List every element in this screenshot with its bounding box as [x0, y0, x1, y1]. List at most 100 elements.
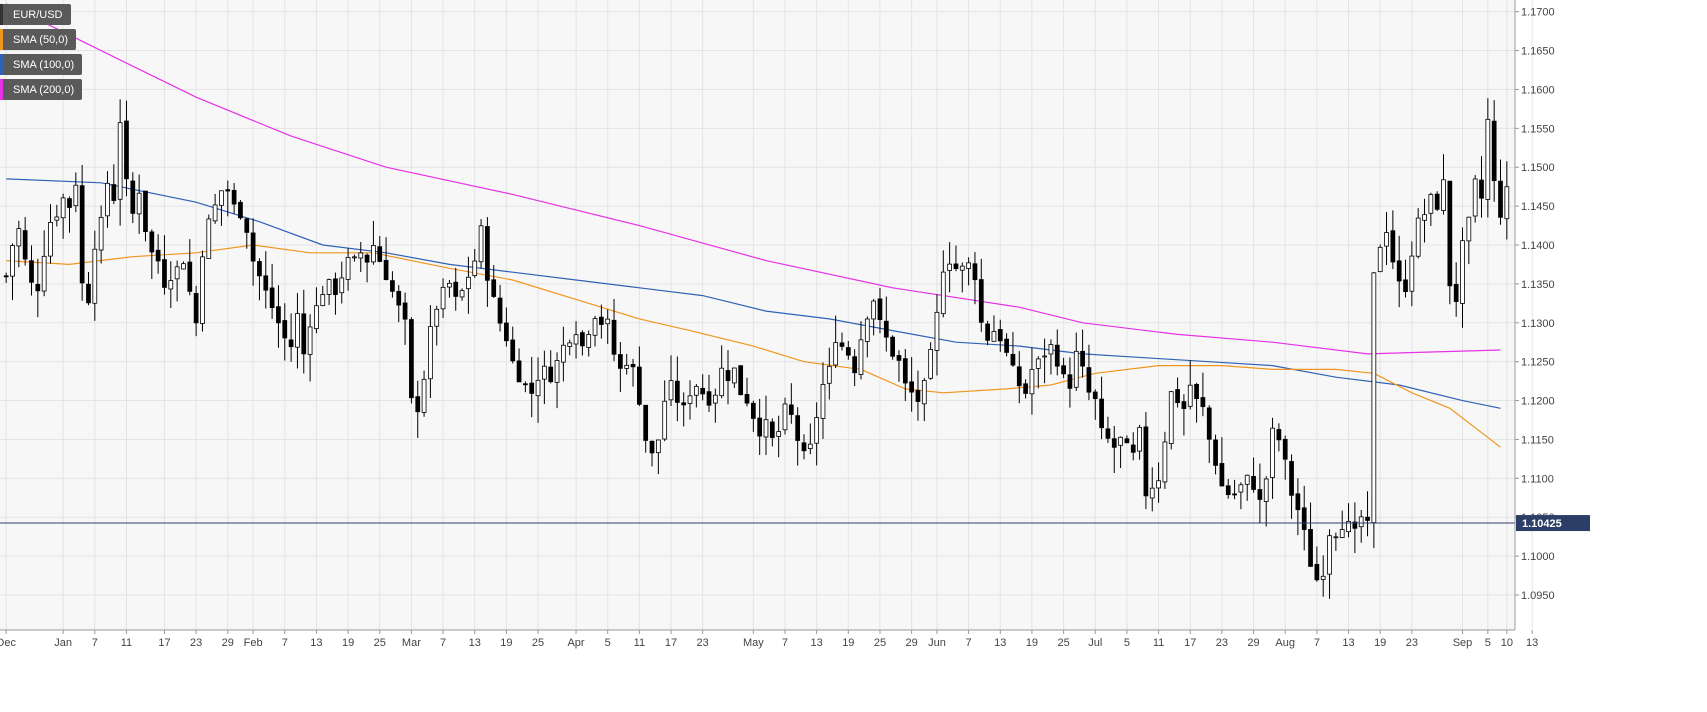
candle [757, 398, 763, 455]
candle-body [250, 232, 256, 262]
candle [1086, 344, 1092, 401]
candle [67, 196, 72, 233]
x-tick-label: 25 [1057, 637, 1069, 649]
candle [383, 237, 389, 281]
candle-body [655, 439, 661, 454]
candle-body [1067, 374, 1073, 389]
candle [1213, 434, 1218, 475]
candle-body [358, 252, 364, 259]
candle-body [1371, 272, 1377, 524]
y-axis: 1.1700 1.1650 1.1600 1.1550 1.1500 1.1450 1.14… [1515, 7, 1555, 602]
candle-body [1339, 529, 1345, 538]
candle-body [681, 402, 687, 406]
candle-body [1333, 536, 1339, 539]
candle-body [535, 379, 541, 397]
candle [1479, 156, 1484, 218]
x-tick-label: 5 [1485, 637, 1491, 649]
candle [1498, 159, 1503, 225]
swatch-sma200 [0, 79, 3, 100]
candle [1447, 180, 1453, 305]
candle-body [757, 417, 763, 437]
candle [776, 415, 782, 458]
candle-body [1042, 355, 1047, 358]
candle-body [1073, 350, 1079, 388]
candle [1472, 175, 1478, 223]
candle-body [1390, 230, 1396, 263]
x-tick-label: 19 [1026, 637, 1038, 649]
candle [1219, 437, 1225, 487]
swatch [0, 4, 3, 25]
y-tick-label: 1.1300 [1521, 318, 1555, 330]
candle [1143, 412, 1149, 510]
x-tick-label: 11 [1153, 637, 1164, 649]
candle-body [1054, 344, 1060, 367]
candle-body [567, 342, 573, 347]
y-tick-label: 1.1200 [1521, 396, 1555, 408]
candle-body [909, 381, 914, 393]
candle [1251, 457, 1256, 493]
candle [1428, 192, 1434, 226]
candle [364, 253, 370, 283]
candle-body [611, 319, 617, 355]
candle-body [516, 360, 522, 383]
candle [1156, 462, 1161, 503]
candle [1257, 463, 1263, 524]
candle-body [371, 245, 376, 263]
legend-item-sma200[interactable]: SMA (200,0) [0, 79, 83, 100]
candle [1384, 211, 1389, 266]
x-tick-label: Feb [244, 637, 263, 649]
candle [1289, 454, 1294, 519]
x-tick-label: 13 [1526, 637, 1538, 649]
candle [1352, 502, 1358, 554]
candle-body [1061, 365, 1066, 375]
candle-body [1314, 563, 1320, 581]
candle [86, 271, 91, 306]
candle [618, 342, 623, 392]
candle [1270, 417, 1275, 499]
legend-item-sma50[interactable]: SMA (50,0) [0, 29, 77, 50]
candle [1244, 474, 1250, 501]
candle [320, 285, 326, 307]
candle-body [1124, 438, 1130, 444]
candle [674, 356, 680, 422]
candle [738, 365, 744, 396]
x-axis: Dec Jan 7 11 17 23 29 Feb 7 13 19 25 Mar 7 13 19 25 Apr 5 1… [0, 630, 1538, 649]
candle [1460, 227, 1465, 328]
candle-body [1301, 507, 1307, 530]
x-tick-label: 7 [1314, 637, 1320, 649]
candle [409, 317, 414, 404]
candle-body [472, 260, 478, 276]
candle [1042, 338, 1047, 384]
candle-body [586, 334, 592, 348]
candle [668, 355, 674, 407]
candle-body [1441, 179, 1446, 211]
x-tick-label: Jun [928, 637, 946, 649]
candle [801, 434, 807, 460]
candle [472, 249, 478, 278]
candle [377, 236, 383, 263]
x-tick-label: 5 [605, 637, 611, 649]
candle-body [801, 442, 807, 452]
candle-body [1453, 283, 1459, 302]
candle [295, 293, 300, 369]
candle [1396, 235, 1402, 308]
x-tick-label: 29 [1247, 637, 1259, 649]
legend-item-pair[interactable]: EUR/USD [0, 4, 71, 25]
candle-body [238, 201, 243, 219]
x-tick-label: 19 [842, 637, 854, 649]
candle [567, 339, 573, 356]
candle [630, 358, 636, 387]
candle-body [377, 246, 383, 262]
candle [554, 352, 560, 409]
candle [60, 193, 66, 239]
sma200-line [5, 3, 1501, 355]
candle-body [731, 367, 737, 384]
y-tick-label: 1.1550 [1521, 123, 1555, 135]
candle [459, 288, 465, 301]
candle-body [1434, 193, 1440, 210]
candle-body [1099, 398, 1104, 429]
candle [143, 190, 148, 242]
candle-body [1143, 426, 1149, 497]
legend-item-sma100[interactable]: SMA (100,0) [0, 54, 83, 75]
